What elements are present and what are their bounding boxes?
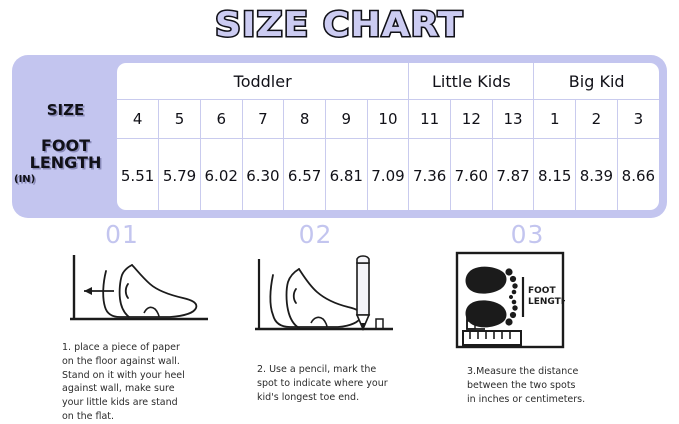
foot-length-row-label: FOOT LENGTH (IN) xyxy=(12,135,119,185)
size-cell: 7 xyxy=(241,99,285,139)
group-header-toddler: Toddler xyxy=(117,63,410,100)
figure-label-foot: FOOT xyxy=(528,286,556,296)
foot-length-cell: 5.51 xyxy=(117,138,160,210)
foot-length-cell: 7.09 xyxy=(366,138,410,210)
step-number-02: 02 xyxy=(298,220,333,249)
step-number-03: 03 xyxy=(510,220,545,249)
foot-length-unit: (IN) xyxy=(14,173,36,185)
foot-length-cell: 6.57 xyxy=(283,138,326,210)
size-chart-panel: SIZE FOOT LENGTH (IN) Toddler Little Kid… xyxy=(12,55,667,218)
table-row-foot-lengths: 5.51 5.79 6.02 6.30 6.57 6.81 7.09 7.36 … xyxy=(117,138,659,210)
foot-length-cell: 7.36 xyxy=(408,138,451,210)
size-cell: 4 xyxy=(117,99,160,139)
pencil-marking-toe-icon xyxy=(243,251,423,347)
step-caption-01: 1. place a piece of paper on the floor a… xyxy=(62,342,185,422)
footprints-ruler-icon: FOOT LENGTH xyxy=(455,251,650,353)
group-header-big-kid: Big Kid xyxy=(533,63,659,100)
size-cell: 5 xyxy=(158,99,201,139)
measuring-steps: 01 1. place a piece of paper on the floo… xyxy=(0,222,679,422)
step-02: 02 2. Use a pencil, mark the spot to ind… xyxy=(243,222,423,404)
foot-length-cell: 6.81 xyxy=(324,138,368,210)
size-table: Toddler Little Kids Big Kid 4 5 6 7 8 9 … xyxy=(117,63,659,210)
size-cell: 9 xyxy=(324,99,368,139)
foot-length-cell: 7.60 xyxy=(450,138,493,210)
size-cell: 2 xyxy=(575,99,618,139)
step-01: 01 1. place a piece of paper on the floo… xyxy=(62,222,237,424)
size-cell: 6 xyxy=(199,99,243,139)
figure-label-length: LENGTH xyxy=(528,297,565,307)
foot-length-cell: 6.02 xyxy=(199,138,243,210)
size-cell: 8 xyxy=(283,99,326,139)
group-header-little-kids: Little Kids xyxy=(408,63,535,100)
step-number-01: 01 xyxy=(105,220,139,249)
foot-length-cell: 5.79 xyxy=(158,138,201,210)
step-caption-03: 3.Measure the distance between the two s… xyxy=(467,366,586,405)
foot-length-text: FOOT LENGTH xyxy=(29,135,102,173)
row-label-column: SIZE FOOT LENGTH (IN) xyxy=(12,55,119,218)
title-bar: SIZE CHART xyxy=(0,2,679,48)
size-cell: 3 xyxy=(616,99,659,139)
foot-length-cell: 8.39 xyxy=(575,138,618,210)
size-cell: 13 xyxy=(491,99,535,139)
foot-length-cell: 8.66 xyxy=(616,138,659,210)
step-caption-02: 2. Use a pencil, mark the spot to indica… xyxy=(257,364,388,403)
size-cell: 10 xyxy=(366,99,410,139)
foot-length-cell: 6.30 xyxy=(241,138,285,210)
page-title: SIZE CHART xyxy=(214,4,465,47)
size-cell: 11 xyxy=(408,99,451,139)
step-03: 03 FOOT LENGTH xyxy=(455,222,650,406)
foot-length-cell: 7.87 xyxy=(491,138,535,210)
foot-against-wall-icon xyxy=(62,251,237,333)
size-cell: 1 xyxy=(533,99,577,139)
table-row-groups: Toddler Little Kids Big Kid xyxy=(117,63,659,100)
foot-length-cell: 8.15 xyxy=(533,138,577,210)
size-row-label: SIZE xyxy=(46,101,85,120)
table-row-sizes: 4 5 6 7 8 9 10 11 12 13 1 2 3 xyxy=(117,99,659,139)
size-cell: 12 xyxy=(450,99,493,139)
